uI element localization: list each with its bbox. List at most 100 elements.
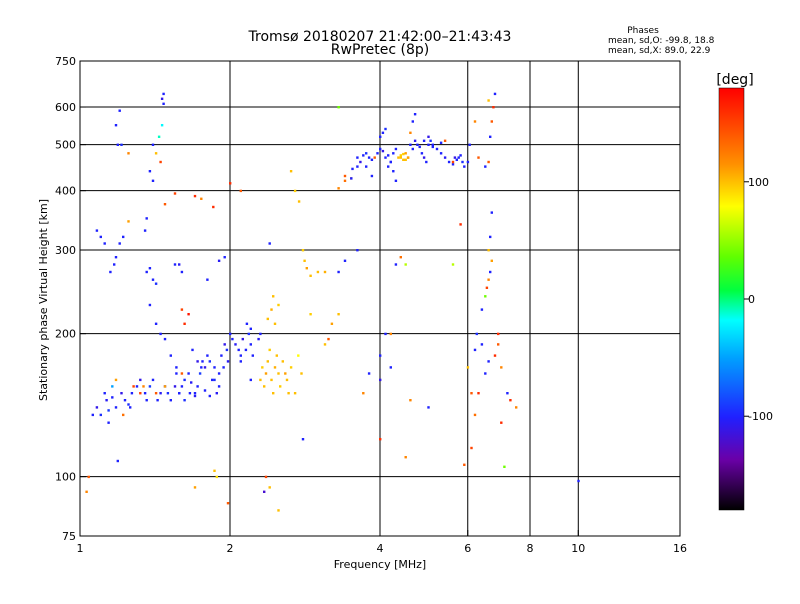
data-point: [427, 143, 430, 146]
data-point: [404, 263, 407, 266]
data-point: [198, 372, 202, 375]
data-point: [384, 156, 387, 159]
data-point: [193, 194, 197, 198]
data-point: [389, 160, 392, 164]
colorbar-ticks: 100 0 -100: [744, 176, 773, 423]
data-point: [222, 366, 225, 369]
data-point: [173, 385, 177, 388]
data-point: [409, 143, 412, 146]
data-point: [277, 509, 280, 512]
data-point: [443, 156, 447, 159]
data-point: [261, 366, 264, 369]
data-point: [173, 192, 177, 195]
data-point: [301, 249, 305, 252]
data-point: [244, 348, 248, 352]
data-point: [87, 475, 90, 479]
data-point: [169, 399, 172, 402]
data-point: [473, 120, 477, 123]
data-point: [399, 256, 402, 259]
colorbar-tick-label: -100: [748, 410, 773, 423]
data-point: [487, 278, 490, 281]
data-point: [373, 156, 376, 159]
data-point: [241, 337, 244, 341]
data-point: [459, 154, 462, 157]
data-point: [487, 99, 490, 102]
colorbar-tick-label: 0: [748, 293, 755, 306]
data-point: [111, 385, 114, 388]
y-tick-label: 500: [55, 139, 76, 152]
data-point: [394, 263, 398, 266]
data-point: [118, 242, 121, 245]
data-points: [85, 92, 580, 512]
data-point: [122, 413, 125, 417]
data-point: [220, 354, 223, 357]
colorbar-tick-label: 100: [748, 176, 769, 189]
data-point: [151, 378, 155, 382]
data-point: [485, 286, 489, 289]
data-point: [277, 303, 280, 307]
data-point: [163, 203, 167, 206]
data-point: [116, 143, 119, 146]
data-point: [215, 392, 218, 395]
data-point: [493, 92, 497, 96]
x-tick-label: 10: [571, 542, 585, 555]
data-point: [99, 413, 102, 417]
data-point: [105, 399, 108, 402]
data-point: [577, 479, 580, 483]
data-point: [297, 200, 301, 203]
data-point: [379, 378, 382, 382]
chart-subtitle: RwPretec (8p): [331, 42, 429, 58]
legend-line-o: mean, sd,O: -99.8, 18.8: [608, 36, 715, 46]
data-point: [180, 372, 184, 375]
data-point: [239, 360, 242, 363]
data-point: [309, 274, 312, 277]
data-point: [392, 152, 395, 155]
data-point: [297, 354, 300, 357]
data-point: [473, 348, 477, 352]
data-point: [503, 465, 506, 468]
data-point: [239, 189, 242, 193]
data-point: [327, 337, 330, 341]
data-point: [394, 179, 398, 182]
x-tick-label: 1: [77, 542, 84, 555]
data-point: [139, 392, 142, 395]
data-point: [85, 490, 88, 493]
data-point: [99, 235, 102, 239]
data-point: [143, 392, 147, 395]
data-point: [159, 392, 162, 395]
data-point: [300, 372, 303, 375]
data-point: [145, 399, 148, 402]
data-point: [213, 469, 216, 472]
data-point: [487, 360, 490, 363]
data-point: [201, 360, 204, 363]
data-point: [226, 502, 230, 505]
data-point: [190, 381, 193, 384]
data-point: [411, 147, 414, 151]
data-point: [416, 143, 419, 146]
data-point: [289, 170, 293, 173]
data-point: [183, 322, 186, 325]
data-point: [337, 187, 340, 190]
data-point: [120, 392, 123, 395]
data-point: [213, 378, 216, 382]
legend-title: Phases: [627, 26, 659, 36]
data-point: [500, 421, 503, 424]
data-point: [489, 135, 492, 138]
data-point: [509, 399, 512, 402]
data-point: [187, 313, 190, 316]
data-point: [411, 120, 414, 123]
data-point: [151, 179, 155, 182]
data-point: [429, 139, 432, 142]
data-point: [425, 160, 428, 164]
data-point: [270, 378, 273, 382]
data-point: [427, 135, 430, 138]
data-point: [330, 322, 334, 325]
data-point: [160, 97, 164, 100]
data-point: [379, 147, 382, 151]
data-point: [350, 177, 353, 180]
data-point: [225, 348, 229, 352]
data-point: [193, 392, 197, 395]
data-point: [200, 366, 203, 369]
x-tick-label: 6: [464, 542, 471, 555]
